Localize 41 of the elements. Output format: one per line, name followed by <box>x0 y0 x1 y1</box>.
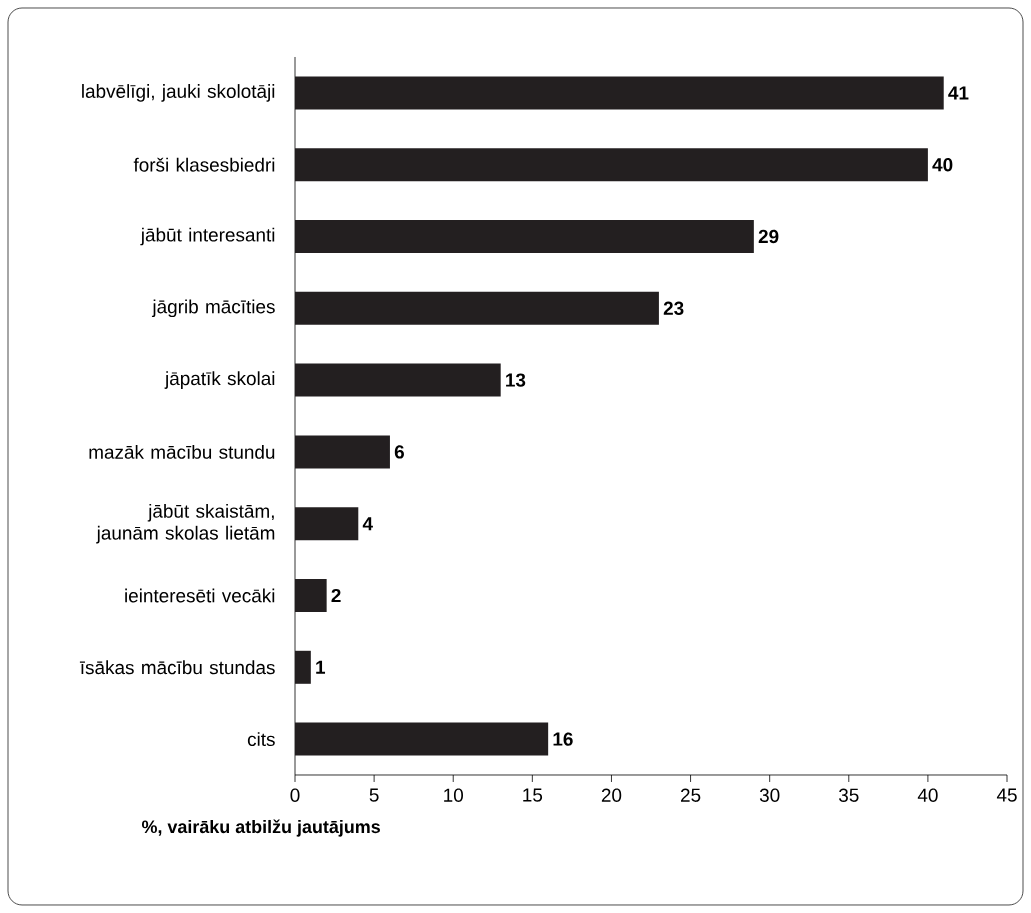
bar <box>295 148 928 182</box>
bar <box>295 76 944 110</box>
data-label: 16 <box>553 732 573 746</box>
y-tick-label: labvēlīgi, jauki skolotāji <box>82 84 275 102</box>
bar <box>295 363 501 397</box>
bar <box>295 435 390 469</box>
x-tick-label: 30 <box>759 788 780 802</box>
y-tick-label: mazāk mācību stundu <box>89 444 275 459</box>
bar <box>295 291 659 325</box>
x-tick-label: 20 <box>601 788 622 802</box>
data-label: 4 <box>362 517 373 531</box>
y-tick-label: īsākas mācību stundas <box>79 660 275 675</box>
y-tick-label: jābūt skaistām, jaunām skolas lietām <box>96 503 275 544</box>
data-label: 1 <box>316 660 326 674</box>
x-tick-label: 15 <box>523 788 543 802</box>
data-label: 41 <box>948 86 969 100</box>
data-label: 13 <box>506 373 526 387</box>
bar <box>295 507 359 541</box>
y-tick-label: jāpatīk skolai <box>164 371 275 389</box>
data-label: 6 <box>394 445 404 459</box>
data-label: 40 <box>932 157 953 172</box>
bar <box>295 578 327 612</box>
x-tick-label: 10 <box>444 788 464 802</box>
data-label: 2 <box>331 588 341 603</box>
y-tick-label: jāgrib mācīties <box>151 299 275 318</box>
x-tick-label: 25 <box>680 788 701 802</box>
bar <box>295 219 754 253</box>
x-axis-title: %, vairāku atbilžu jautājums <box>141 819 380 837</box>
y-tick-label: forši klasesbiedri <box>133 157 275 172</box>
x-tick-label: 45 <box>996 788 1017 802</box>
bar <box>295 722 549 756</box>
y-tick-label: cits <box>247 732 275 747</box>
data-label: 29 <box>758 229 779 244</box>
x-tick-label: 40 <box>917 788 938 802</box>
x-tick-label: 5 <box>369 788 379 802</box>
y-tick-label: ieinteresēti vecāki <box>125 588 275 603</box>
x-tick-label: 0 <box>290 788 300 802</box>
data-label: 23 <box>663 301 684 316</box>
y-tick-label: jābūt interesanti <box>140 227 275 246</box>
bar <box>295 650 311 684</box>
x-tick-label: 35 <box>838 788 859 802</box>
